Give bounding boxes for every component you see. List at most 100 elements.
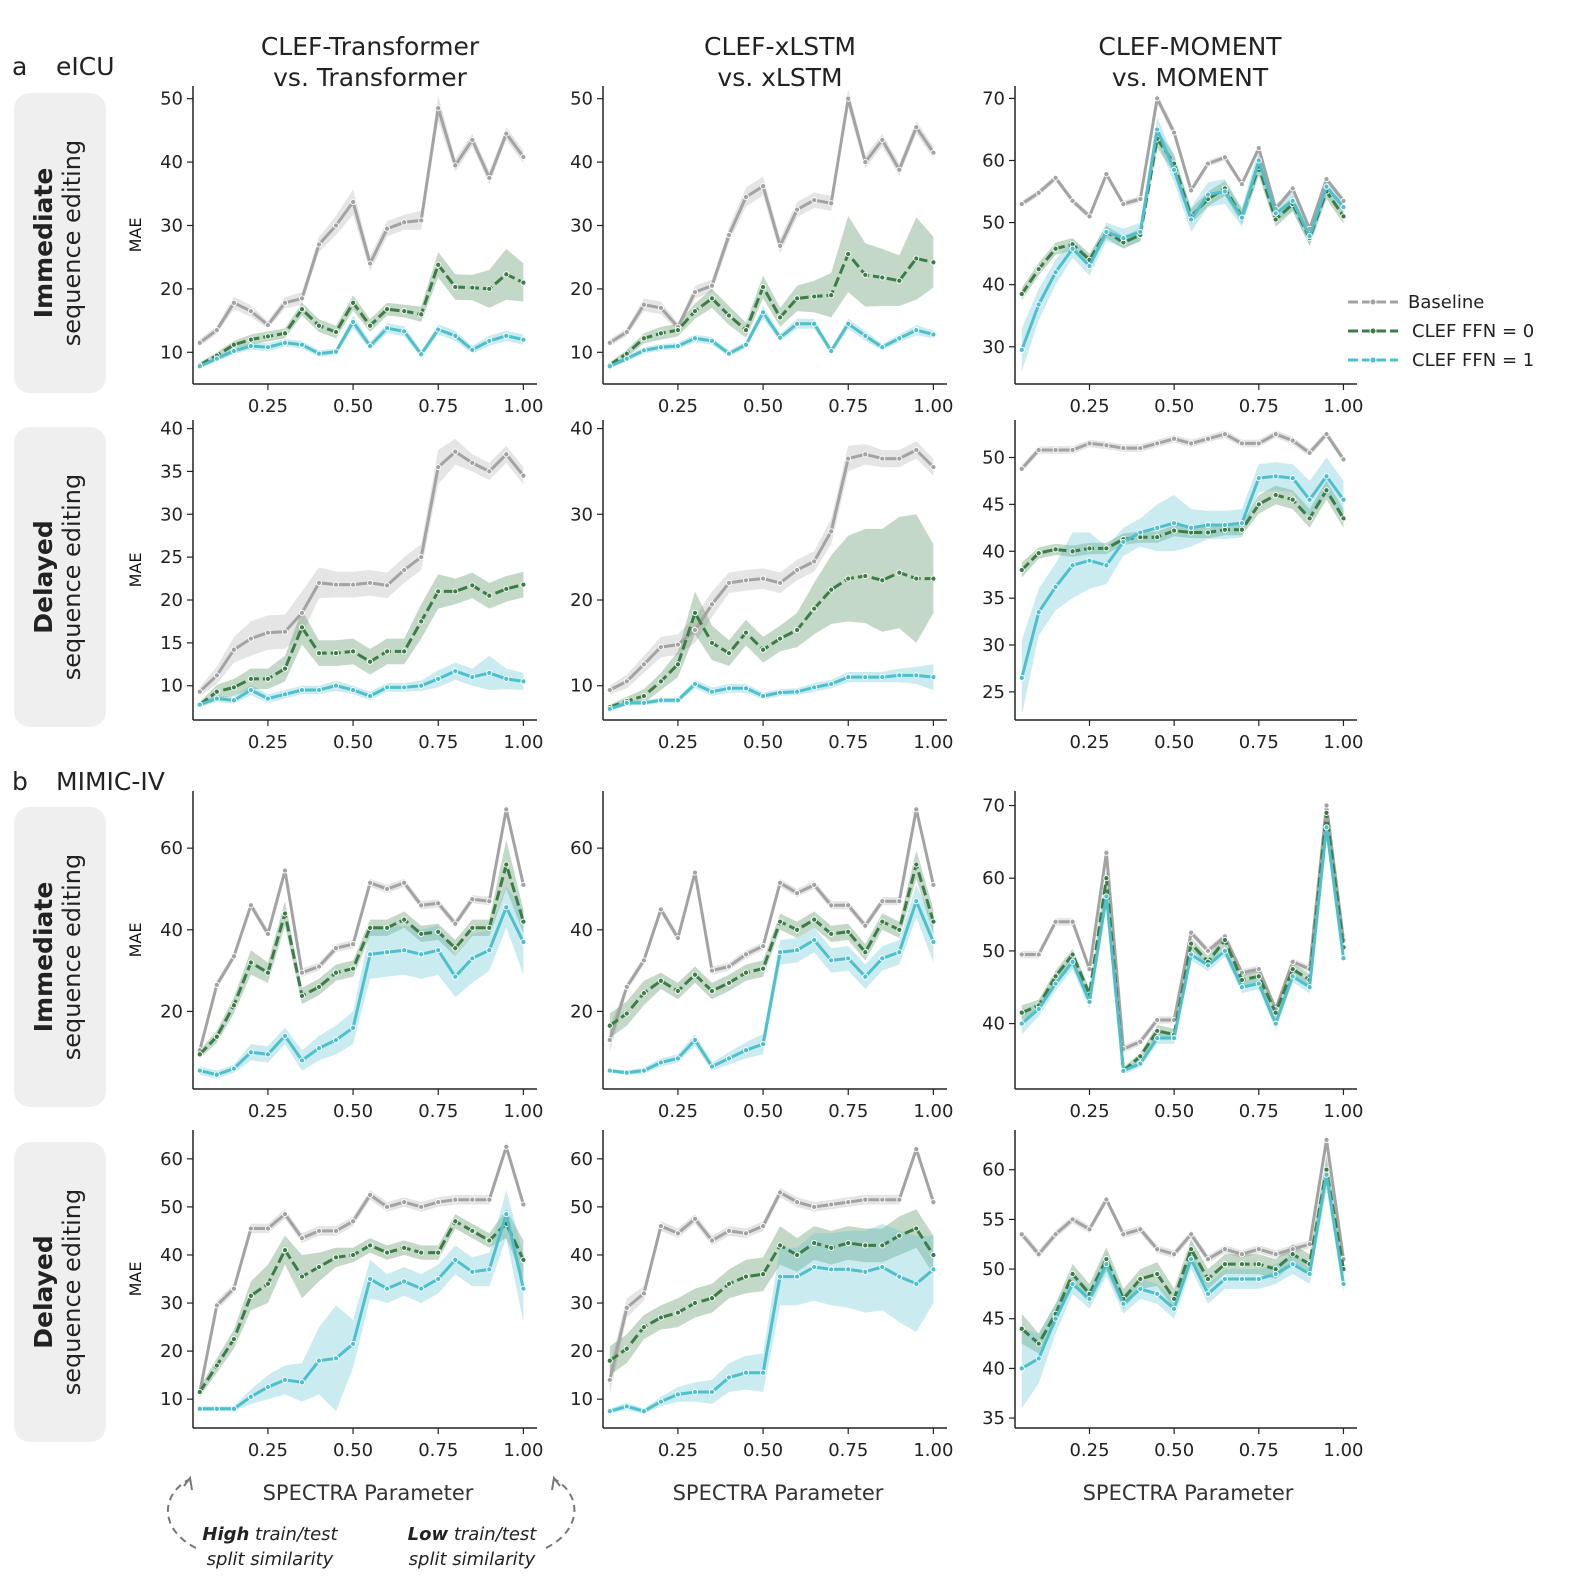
point-baseline bbox=[452, 920, 459, 927]
point-ffn1 bbox=[811, 320, 818, 327]
point-baseline bbox=[332, 1227, 340, 1234]
point-ffn1 bbox=[1035, 1355, 1042, 1362]
section-a-letter: a bbox=[12, 52, 27, 81]
point-ffn1 bbox=[350, 686, 357, 694]
y-tick-label: 20 bbox=[570, 1001, 593, 1022]
point-baseline bbox=[1255, 440, 1262, 447]
point-ffn1 bbox=[845, 955, 852, 962]
y-tick-label: 60 bbox=[160, 838, 183, 859]
y-tick-label: 50 bbox=[570, 89, 593, 110]
legend-ffn1-marker bbox=[1369, 356, 1377, 364]
point-baseline bbox=[691, 1215, 699, 1222]
point-ffn1 bbox=[401, 684, 408, 691]
point-baseline bbox=[1052, 446, 1059, 454]
point-baseline bbox=[350, 198, 357, 206]
point-baseline bbox=[520, 881, 527, 888]
section-a-name: eICU bbox=[56, 52, 115, 81]
point-baseline bbox=[469, 896, 476, 903]
point-ffn0 bbox=[298, 1273, 306, 1280]
band-ffn1 bbox=[199, 1190, 524, 1412]
point-ffn1 bbox=[298, 686, 306, 694]
point-ffn1 bbox=[401, 328, 408, 335]
y-tick-label: 30 bbox=[982, 635, 1005, 656]
point-ffn0 bbox=[930, 1251, 937, 1259]
x-tick-label: 0.75 bbox=[418, 1101, 458, 1122]
point-ffn0 bbox=[742, 969, 750, 976]
point-ffn1 bbox=[811, 936, 818, 944]
point-ffn0 bbox=[435, 1249, 442, 1256]
point-baseline bbox=[486, 468, 493, 475]
y-tick-label: 55 bbox=[982, 1209, 1005, 1230]
point-baseline bbox=[281, 1211, 289, 1218]
point-baseline bbox=[828, 1201, 835, 1208]
point-baseline bbox=[1086, 966, 1093, 973]
point-ffn0 bbox=[1018, 1325, 1025, 1332]
point-ffn0 bbox=[828, 930, 835, 937]
point-baseline bbox=[708, 282, 716, 289]
point-ffn0 bbox=[1272, 1266, 1279, 1273]
point-ffn0 bbox=[708, 295, 716, 302]
point-ffn1 bbox=[384, 1285, 391, 1292]
point-ffn1 bbox=[1204, 962, 1212, 969]
point-baseline bbox=[1289, 958, 1296, 965]
point-ffn1 bbox=[1120, 538, 1127, 545]
legend-baseline-label: Baseline bbox=[1408, 292, 1484, 313]
band-ffn0 bbox=[609, 514, 934, 710]
point-ffn1 bbox=[913, 1280, 920, 1287]
point-ffn1 bbox=[691, 335, 699, 342]
point-ffn1 bbox=[879, 674, 886, 681]
point-ffn1 bbox=[230, 1405, 237, 1412]
point-baseline bbox=[230, 299, 237, 306]
point-ffn0 bbox=[486, 285, 493, 292]
point-baseline bbox=[384, 885, 391, 893]
point-ffn1 bbox=[777, 689, 784, 696]
point-baseline bbox=[1137, 195, 1144, 203]
point-ffn0 bbox=[1052, 973, 1059, 980]
point-ffn1 bbox=[657, 344, 664, 351]
point-ffn1 bbox=[1323, 183, 1330, 190]
y-tick-label: 20 bbox=[570, 590, 593, 611]
x-tick-label: 0.75 bbox=[418, 1440, 458, 1461]
point-baseline bbox=[828, 200, 835, 207]
row-label-3: Immediate sequence editing bbox=[29, 854, 86, 1060]
point-ffn1 bbox=[1137, 1060, 1144, 1067]
point-baseline bbox=[213, 327, 220, 334]
legend-ffn0-label: CLEF FFN = 0 bbox=[1412, 321, 1534, 342]
point-ffn0 bbox=[281, 665, 289, 672]
y-tick-label: 30 bbox=[160, 215, 183, 236]
point-ffn0 bbox=[794, 1251, 801, 1259]
point-ffn0 bbox=[247, 336, 254, 343]
point-ffn0 bbox=[1103, 545, 1110, 552]
point-ffn1 bbox=[469, 1268, 476, 1275]
x-tick-label: 0.50 bbox=[743, 732, 783, 753]
point-baseline bbox=[691, 289, 699, 296]
line-ffn0 bbox=[1020, 1168, 1345, 1346]
point-ffn0 bbox=[623, 350, 630, 357]
point-ffn1 bbox=[247, 1049, 254, 1056]
row-label-2-sub: sequence editing bbox=[58, 474, 86, 680]
point-baseline bbox=[1188, 440, 1195, 447]
point-baseline bbox=[1306, 449, 1313, 456]
y-tick-label: 70 bbox=[982, 88, 1005, 109]
x-tick-label: 0.50 bbox=[743, 396, 783, 417]
point-ffn1 bbox=[862, 332, 869, 339]
point-ffn0 bbox=[879, 918, 886, 925]
point-ffn0 bbox=[1154, 1270, 1161, 1278]
point-baseline bbox=[1035, 951, 1042, 958]
point-ffn0 bbox=[332, 969, 340, 976]
x-tick-label: 0.25 bbox=[658, 1440, 698, 1461]
point-baseline bbox=[1035, 446, 1042, 454]
point-ffn1 bbox=[213, 1405, 220, 1412]
line-baseline bbox=[608, 97, 935, 345]
point-ffn1 bbox=[1086, 262, 1093, 270]
x-tick-label: 0.25 bbox=[1069, 396, 1109, 417]
row-label-4: Delayed sequence editing bbox=[29, 1189, 86, 1395]
panel-mimic-delayed-transformer: 10 20 30 40 50 60 0.25 0.50 0.75 1.00 MAE bbox=[126, 1130, 543, 1461]
point-baseline bbox=[708, 967, 716, 974]
x-tick-label: 0.75 bbox=[828, 732, 868, 753]
y-tick-label: 20 bbox=[570, 279, 593, 300]
point-ffn0 bbox=[520, 1256, 527, 1263]
point-baseline bbox=[674, 934, 681, 942]
point-ffn1 bbox=[315, 1357, 323, 1364]
point-ffn0 bbox=[811, 293, 818, 300]
